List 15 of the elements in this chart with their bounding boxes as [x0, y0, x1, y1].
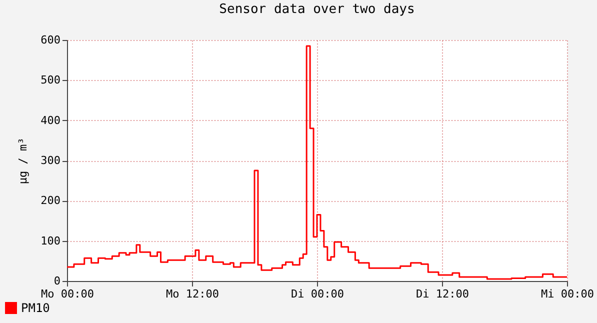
- x-tick-label: Di 00:00: [291, 288, 344, 300]
- y-tick-label: 300: [40, 154, 60, 167]
- y-tick-label: 0: [54, 274, 60, 288]
- x-tick-label: Mo 12:00: [166, 288, 219, 300]
- x-tick-label: Mo 00:00: [41, 288, 94, 300]
- x-tick-label: Mi 00:00: [541, 288, 594, 300]
- y-tick-label: 500: [40, 74, 60, 87]
- y-tick-label: 600: [40, 34, 60, 46]
- y-axis-title: µg / m³: [16, 138, 30, 184]
- y-tick-label: 400: [40, 114, 60, 127]
- y-tick-label: 100: [40, 234, 60, 248]
- chart-title: Sensor data over two days: [219, 2, 415, 17]
- x-tick-label: Di 12:00: [416, 288, 469, 300]
- y-tick-label: 200: [40, 194, 60, 208]
- legend-label: PM10: [21, 301, 50, 315]
